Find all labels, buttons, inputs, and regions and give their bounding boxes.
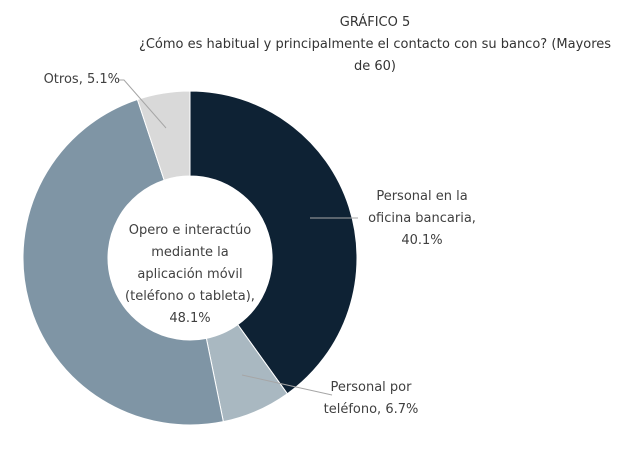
data-label: Personal en la oficina bancaria, 40.1% — [368, 189, 476, 248]
leader-line — [241, 374, 333, 396]
donut-slice — [136, 90, 191, 181]
leader-lines — [118, 79, 358, 396]
donut-slice — [22, 98, 224, 426]
chart-title-block: GRÁFICO 5 ¿Cómo es habitual y principalm… — [130, 12, 620, 78]
data-label: Personal por teléfono, 6.7% — [323, 380, 419, 417]
donut-slice — [189, 90, 358, 395]
leader-line — [118, 79, 167, 129]
chart-subtitle: ¿Cómo es habitual y principalmente el co… — [138, 37, 612, 74]
chart-title: GRÁFICO 5 — [339, 15, 411, 30]
data-label: Opero e interactúo mediante la aplicació… — [125, 223, 255, 326]
data-label: Otros, 5.1% — [43, 72, 120, 87]
